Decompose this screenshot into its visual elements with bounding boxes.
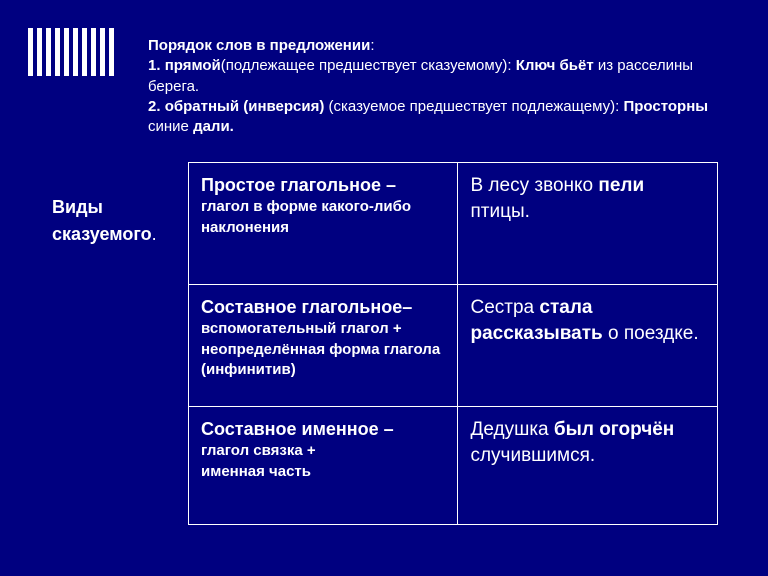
type-cell: Составное именное – глагол связка + имен… [189, 407, 458, 525]
table-row: Составное глагольное– вспомогательный гл… [189, 285, 718, 407]
example-cell: В лесу звонко пели птицы. [458, 163, 718, 285]
header-title: Порядок слов в предложении [148, 37, 370, 54]
side-label: Виды сказуемого. [52, 162, 188, 248]
corner-decoration [28, 28, 114, 76]
content-area: Виды сказуемого. Простое глагольное – гл… [52, 162, 718, 525]
table-row: Составное именное – глагол связка + имен… [189, 407, 718, 525]
type-cell: Составное глагольное– вспомогательный гл… [189, 285, 458, 407]
type-cell: Простое глагольное – глагол в форме како… [189, 163, 458, 285]
example-cell: Дедушка был огорчён случившимся. [458, 407, 718, 525]
example-cell: Сестра стала рассказывать о поездке. [458, 285, 718, 407]
header-text: Порядок слов в предложении: 1. прямой(по… [148, 36, 718, 137]
predicate-types-table: Простое глагольное – глагол в форме како… [188, 162, 718, 525]
table-row: Простое глагольное – глагол в форме како… [189, 163, 718, 285]
